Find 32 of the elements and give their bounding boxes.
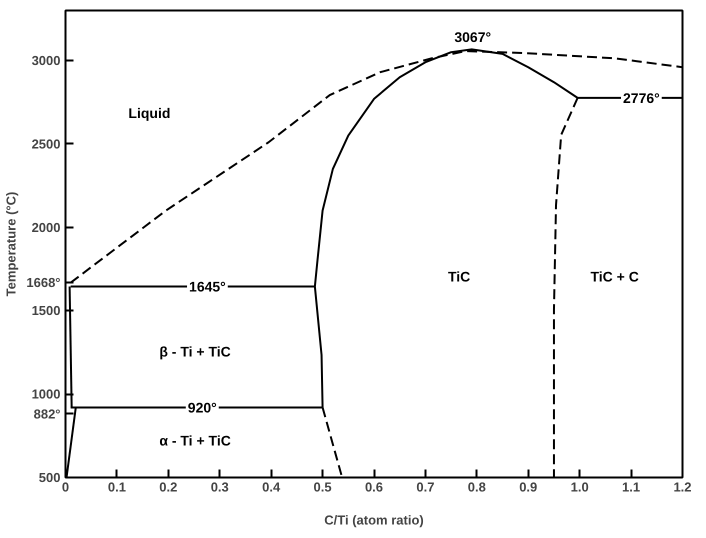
y-axis-title: Temperature (°C) xyxy=(3,192,18,296)
y-tick-label: 2500 xyxy=(32,136,60,152)
y-tick-label: 1668° xyxy=(26,275,61,290)
x-tick-label: 0.8 xyxy=(468,480,486,494)
y-tick-label: 2000 xyxy=(32,220,60,235)
annotation: α - Ti + TiC xyxy=(159,432,231,449)
x-tick-label: 1.2 xyxy=(673,480,692,494)
x-tick-label: 0.1 xyxy=(108,480,126,494)
annotation: 1645° xyxy=(189,278,226,295)
y-tick-label: 3000 xyxy=(32,53,60,68)
annotation: 920° xyxy=(188,399,217,416)
x-tick-label: 0.7 xyxy=(416,480,434,494)
annotation: TiC xyxy=(448,268,470,285)
y-tick-label: 882° xyxy=(34,406,60,422)
x-tick-label: 0 xyxy=(62,480,70,494)
annotation: Liquid xyxy=(128,105,170,122)
x-tick-label: 0.2 xyxy=(159,480,178,494)
annotation: TiC + C xyxy=(590,268,639,285)
x-tick-label: 0.9 xyxy=(519,480,538,494)
x-tick-label: 0.3 xyxy=(210,480,229,494)
x-axis-title: C/Ti (atom ratio) xyxy=(324,512,424,528)
x-tick-label: 0.4 xyxy=(262,480,281,494)
annotation: 2776° xyxy=(622,90,660,106)
annotation: β - Ti + TiC xyxy=(159,343,231,360)
x-tick-label: 1.1 xyxy=(622,480,640,494)
x-tick-label: 1.0 xyxy=(570,480,589,494)
x-tick-label: 0.5 xyxy=(314,480,332,494)
y-tick-label: 1500 xyxy=(32,303,60,318)
y-tick-label: 500 xyxy=(38,470,61,485)
x-tick-label: 0.6 xyxy=(364,480,384,494)
y-tick-label: 1000 xyxy=(32,386,60,402)
annotation: 3067° xyxy=(454,29,492,46)
